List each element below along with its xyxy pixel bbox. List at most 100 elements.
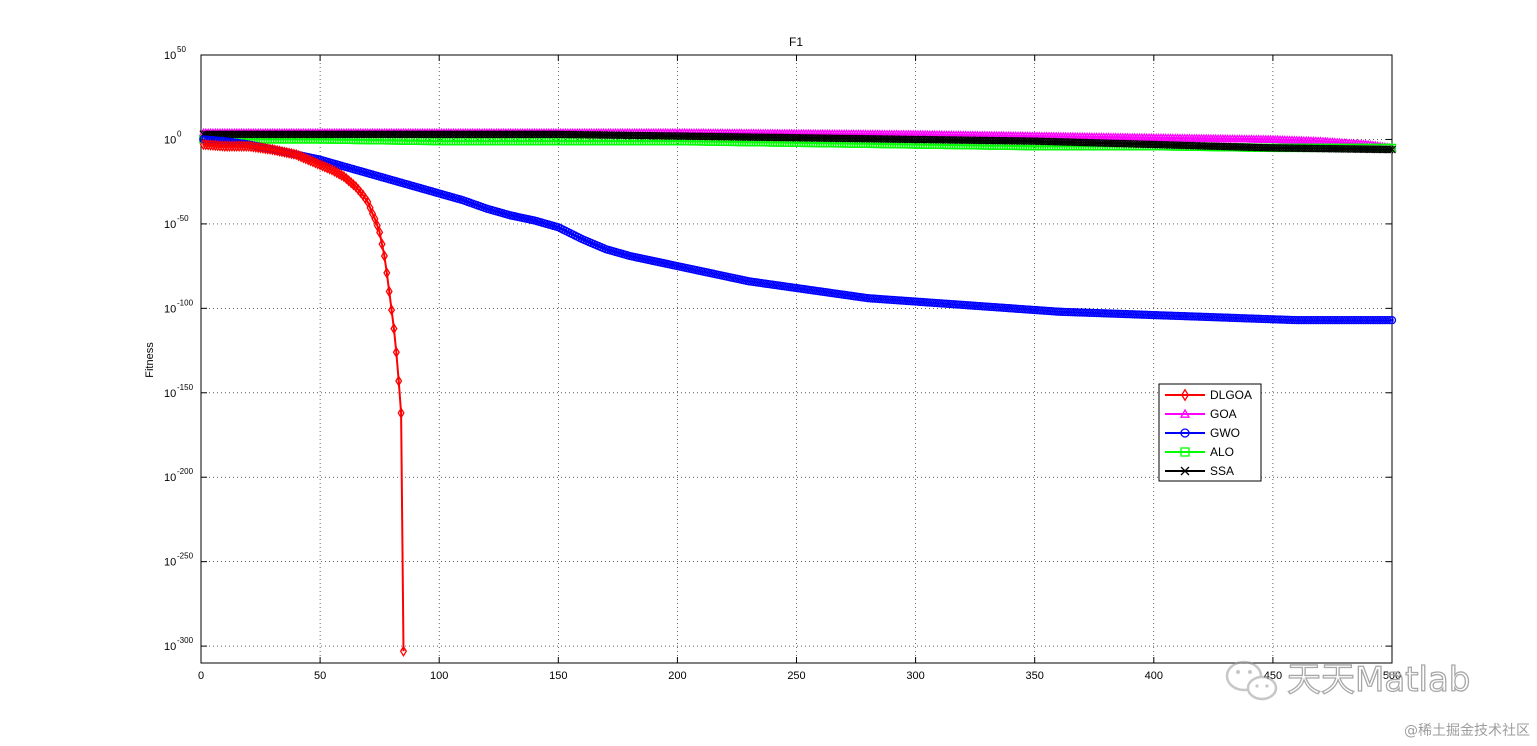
marker-diamond xyxy=(376,226,384,239)
marker-diamond xyxy=(276,145,284,157)
marker-circle xyxy=(1385,316,1394,325)
x-tick-label: 200 xyxy=(668,670,686,682)
marker-circle xyxy=(1387,316,1397,325)
marker-x xyxy=(1388,145,1396,154)
legend-item-alo: ALO xyxy=(1165,445,1234,459)
x-tick-label: 300 xyxy=(906,670,924,682)
marker-diamond xyxy=(264,143,272,155)
marker-diamond xyxy=(395,375,403,387)
marker-diamond xyxy=(202,138,210,151)
marker-diamond xyxy=(373,219,381,232)
series-line xyxy=(203,138,1392,322)
marker-diamond xyxy=(1181,388,1189,402)
y-tick-label: 10-100 xyxy=(164,298,194,315)
marker-diamond xyxy=(199,138,207,151)
marker-diamond xyxy=(283,146,291,159)
svg-text:10: 10 xyxy=(164,219,176,231)
marker-diamond xyxy=(247,140,255,153)
marker-triangle xyxy=(1179,408,1191,418)
legend: DLGOA GOA GWO ALO SSA xyxy=(1158,383,1262,482)
marker-diamond xyxy=(287,147,296,160)
y-tick-label: 10-150 xyxy=(164,383,194,400)
svg-text:10: 10 xyxy=(164,134,176,146)
y-tick-label: 10-300 xyxy=(164,636,194,653)
series-ssa xyxy=(199,130,1396,154)
marker-diamond xyxy=(285,147,293,159)
marker-x xyxy=(1385,145,1394,154)
svg-text:10: 10 xyxy=(164,472,176,484)
series-dlgoa xyxy=(199,138,408,657)
series-layer xyxy=(198,127,1397,657)
svg-text:10: 10 xyxy=(164,557,176,569)
marker-diamond xyxy=(273,144,281,157)
marker-diamond xyxy=(392,346,400,359)
legend-item-goa: GOA xyxy=(1165,407,1237,421)
svg-text:0: 0 xyxy=(177,129,182,138)
marker-diamond xyxy=(261,142,269,155)
marker-circle xyxy=(1383,316,1392,325)
svg-text:50: 50 xyxy=(177,45,186,54)
legend-label: DLGOA xyxy=(1210,388,1252,402)
marker-diamond xyxy=(378,238,386,250)
marker-diamond xyxy=(266,143,274,156)
marker-diamond xyxy=(233,140,241,152)
marker-diamond xyxy=(256,142,265,154)
y-tick-label: 100 xyxy=(164,129,182,146)
marker-circle xyxy=(1180,428,1190,438)
y-tick-label: 10-200 xyxy=(164,467,194,484)
marker-diamond xyxy=(237,140,246,152)
watermark: 天天Matlab @稀土掘金技术社区 xyxy=(1225,659,1530,739)
legend-item-ssa: SSA xyxy=(1165,464,1234,478)
legend-item-dlgoa: DLGOA xyxy=(1165,388,1252,402)
marker-diamond xyxy=(387,304,396,316)
marker-diamond xyxy=(290,148,298,160)
marker-diamond xyxy=(216,140,224,152)
marker-diamond xyxy=(214,139,222,152)
x-tick-label: 350 xyxy=(1026,670,1044,682)
x-tick-label: 250 xyxy=(787,670,805,682)
marker-square xyxy=(1180,447,1190,457)
marker-diamond xyxy=(380,250,388,262)
x-tick-label: 0 xyxy=(198,670,204,682)
marker-diamond xyxy=(242,140,250,152)
marker-diamond xyxy=(371,213,379,225)
marker-diamond xyxy=(211,139,219,152)
x-tick-label: 400 xyxy=(1145,670,1163,682)
marker-diamond xyxy=(240,140,248,152)
x-tick-label: 50 xyxy=(314,670,326,682)
marker-diamond xyxy=(259,142,267,155)
x-tick-label: 150 xyxy=(549,670,567,682)
marker-diamond xyxy=(383,267,391,279)
marker-diamond xyxy=(280,146,288,158)
marker-diamond xyxy=(218,140,227,152)
marker-diamond xyxy=(223,140,231,152)
svg-text:10: 10 xyxy=(164,50,176,62)
marker-diamond xyxy=(399,645,408,657)
marker-diamond xyxy=(228,140,236,152)
marker-diamond xyxy=(221,140,229,152)
y-axis: 105010010-5010-10010-15010-20010-25010-3… xyxy=(164,45,1392,653)
watermark-brand: 天天Matlab xyxy=(1287,660,1470,700)
legend-label: GWO xyxy=(1210,426,1240,440)
marker-diamond xyxy=(254,141,262,154)
wechat-icon xyxy=(1225,660,1278,701)
marker-diamond xyxy=(206,139,215,151)
marker-diamond xyxy=(226,140,234,152)
marker-diamond xyxy=(249,141,257,153)
x-tick-label: 100 xyxy=(430,670,448,682)
marker-diamond xyxy=(245,140,253,152)
marker-x xyxy=(1180,466,1190,476)
x-axis: 0 50 100 150 200 250 300 350 400 450 500 xyxy=(198,55,1401,682)
marker-diamond xyxy=(230,140,238,152)
chart-title: F1 xyxy=(789,35,803,49)
marker-diamond xyxy=(385,285,393,298)
x-tick-label: 500 xyxy=(1383,670,1401,682)
svg-text:-200: -200 xyxy=(177,467,194,476)
marker-diamond xyxy=(204,139,212,151)
marker-diamond xyxy=(252,141,260,154)
marker-diamond xyxy=(235,140,243,152)
legend-label: ALO xyxy=(1210,445,1234,459)
marker-diamond xyxy=(209,139,217,152)
svg-text:-100: -100 xyxy=(177,298,194,307)
